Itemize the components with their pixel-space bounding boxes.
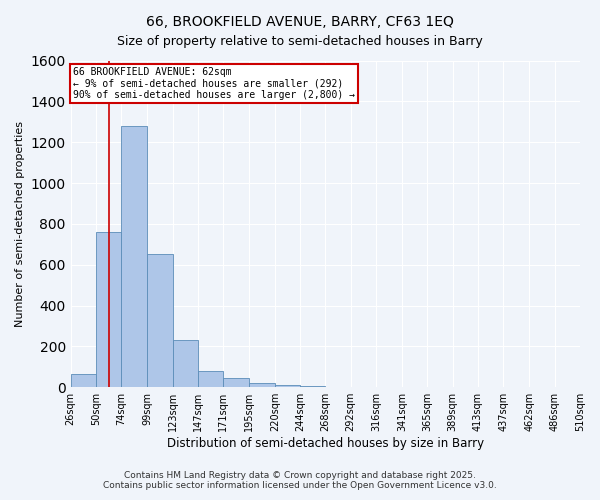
Bar xyxy=(300,386,325,387)
Text: 66, BROOKFIELD AVENUE, BARRY, CF63 1EQ: 66, BROOKFIELD AVENUE, BARRY, CF63 1EQ xyxy=(146,15,454,29)
Bar xyxy=(148,254,173,387)
X-axis label: Distribution of semi-detached houses by size in Barry: Distribution of semi-detached houses by … xyxy=(167,437,484,450)
Text: Contains HM Land Registry data © Crown copyright and database right 2025.
Contai: Contains HM Land Registry data © Crown c… xyxy=(103,470,497,490)
Bar xyxy=(275,385,300,387)
Bar xyxy=(198,371,223,387)
Bar xyxy=(96,232,121,387)
Text: Size of property relative to semi-detached houses in Barry: Size of property relative to semi-detach… xyxy=(117,35,483,48)
Bar xyxy=(71,374,96,387)
Bar xyxy=(121,126,148,387)
Y-axis label: Number of semi-detached properties: Number of semi-detached properties xyxy=(15,121,25,327)
Text: 66 BROOKFIELD AVENUE: 62sqm
← 9% of semi-detached houses are smaller (292)
90% o: 66 BROOKFIELD AVENUE: 62sqm ← 9% of semi… xyxy=(73,66,355,100)
Bar xyxy=(248,383,275,387)
Bar xyxy=(173,340,198,387)
Bar xyxy=(223,378,248,387)
